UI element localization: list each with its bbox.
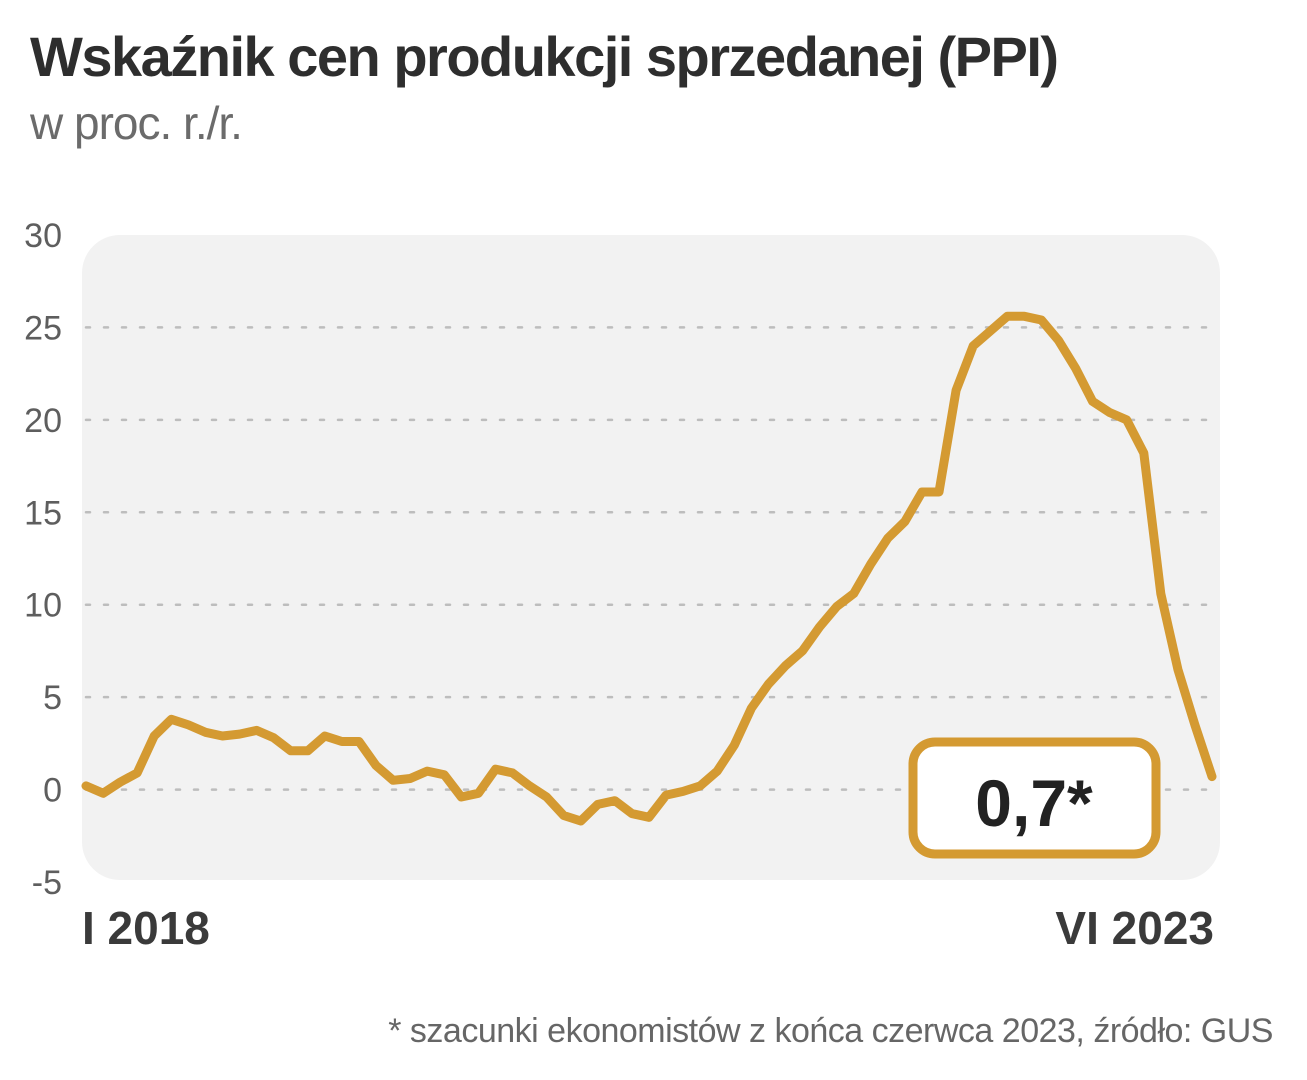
footnote-source: * szacunki ekonomistów z końca czerwca 2… [388, 1012, 1273, 1050]
y-tick-label--5: -5 [32, 864, 62, 902]
callout-box [908, 737, 1161, 859]
y-tick-label-5: 5 [43, 679, 62, 717]
x-end-label: VI 2023 [1055, 902, 1214, 954]
plot-background [82, 235, 1220, 880]
chart-subtitle: w proc. r./r. [30, 97, 243, 149]
chart-title: Wskaźnik cen produkcji sprzedanej (PPI) [30, 25, 1059, 88]
value-callout: 0,7* [908, 737, 1161, 859]
x-start-label: I 2018 [82, 902, 210, 954]
callout-value-label: 0,7* [975, 766, 1093, 840]
y-axis-ticks: -5 0 5 10 15 20 25 30 [24, 217, 62, 902]
y-tick-label-25: 25 [24, 309, 62, 347]
y-tick-label-0: 0 [43, 772, 62, 810]
ppi-series-line [81, 311, 1217, 826]
y-tick-label-20: 20 [24, 402, 62, 440]
y-tick-label-10: 10 [24, 587, 62, 625]
ppi-line-chart: -5 0 5 10 15 20 25 30 0,7* I 2018 VI 2023 [24, 217, 1220, 954]
y-tick-label-15: 15 [24, 494, 62, 532]
y-tick-label-30: 30 [24, 217, 62, 255]
